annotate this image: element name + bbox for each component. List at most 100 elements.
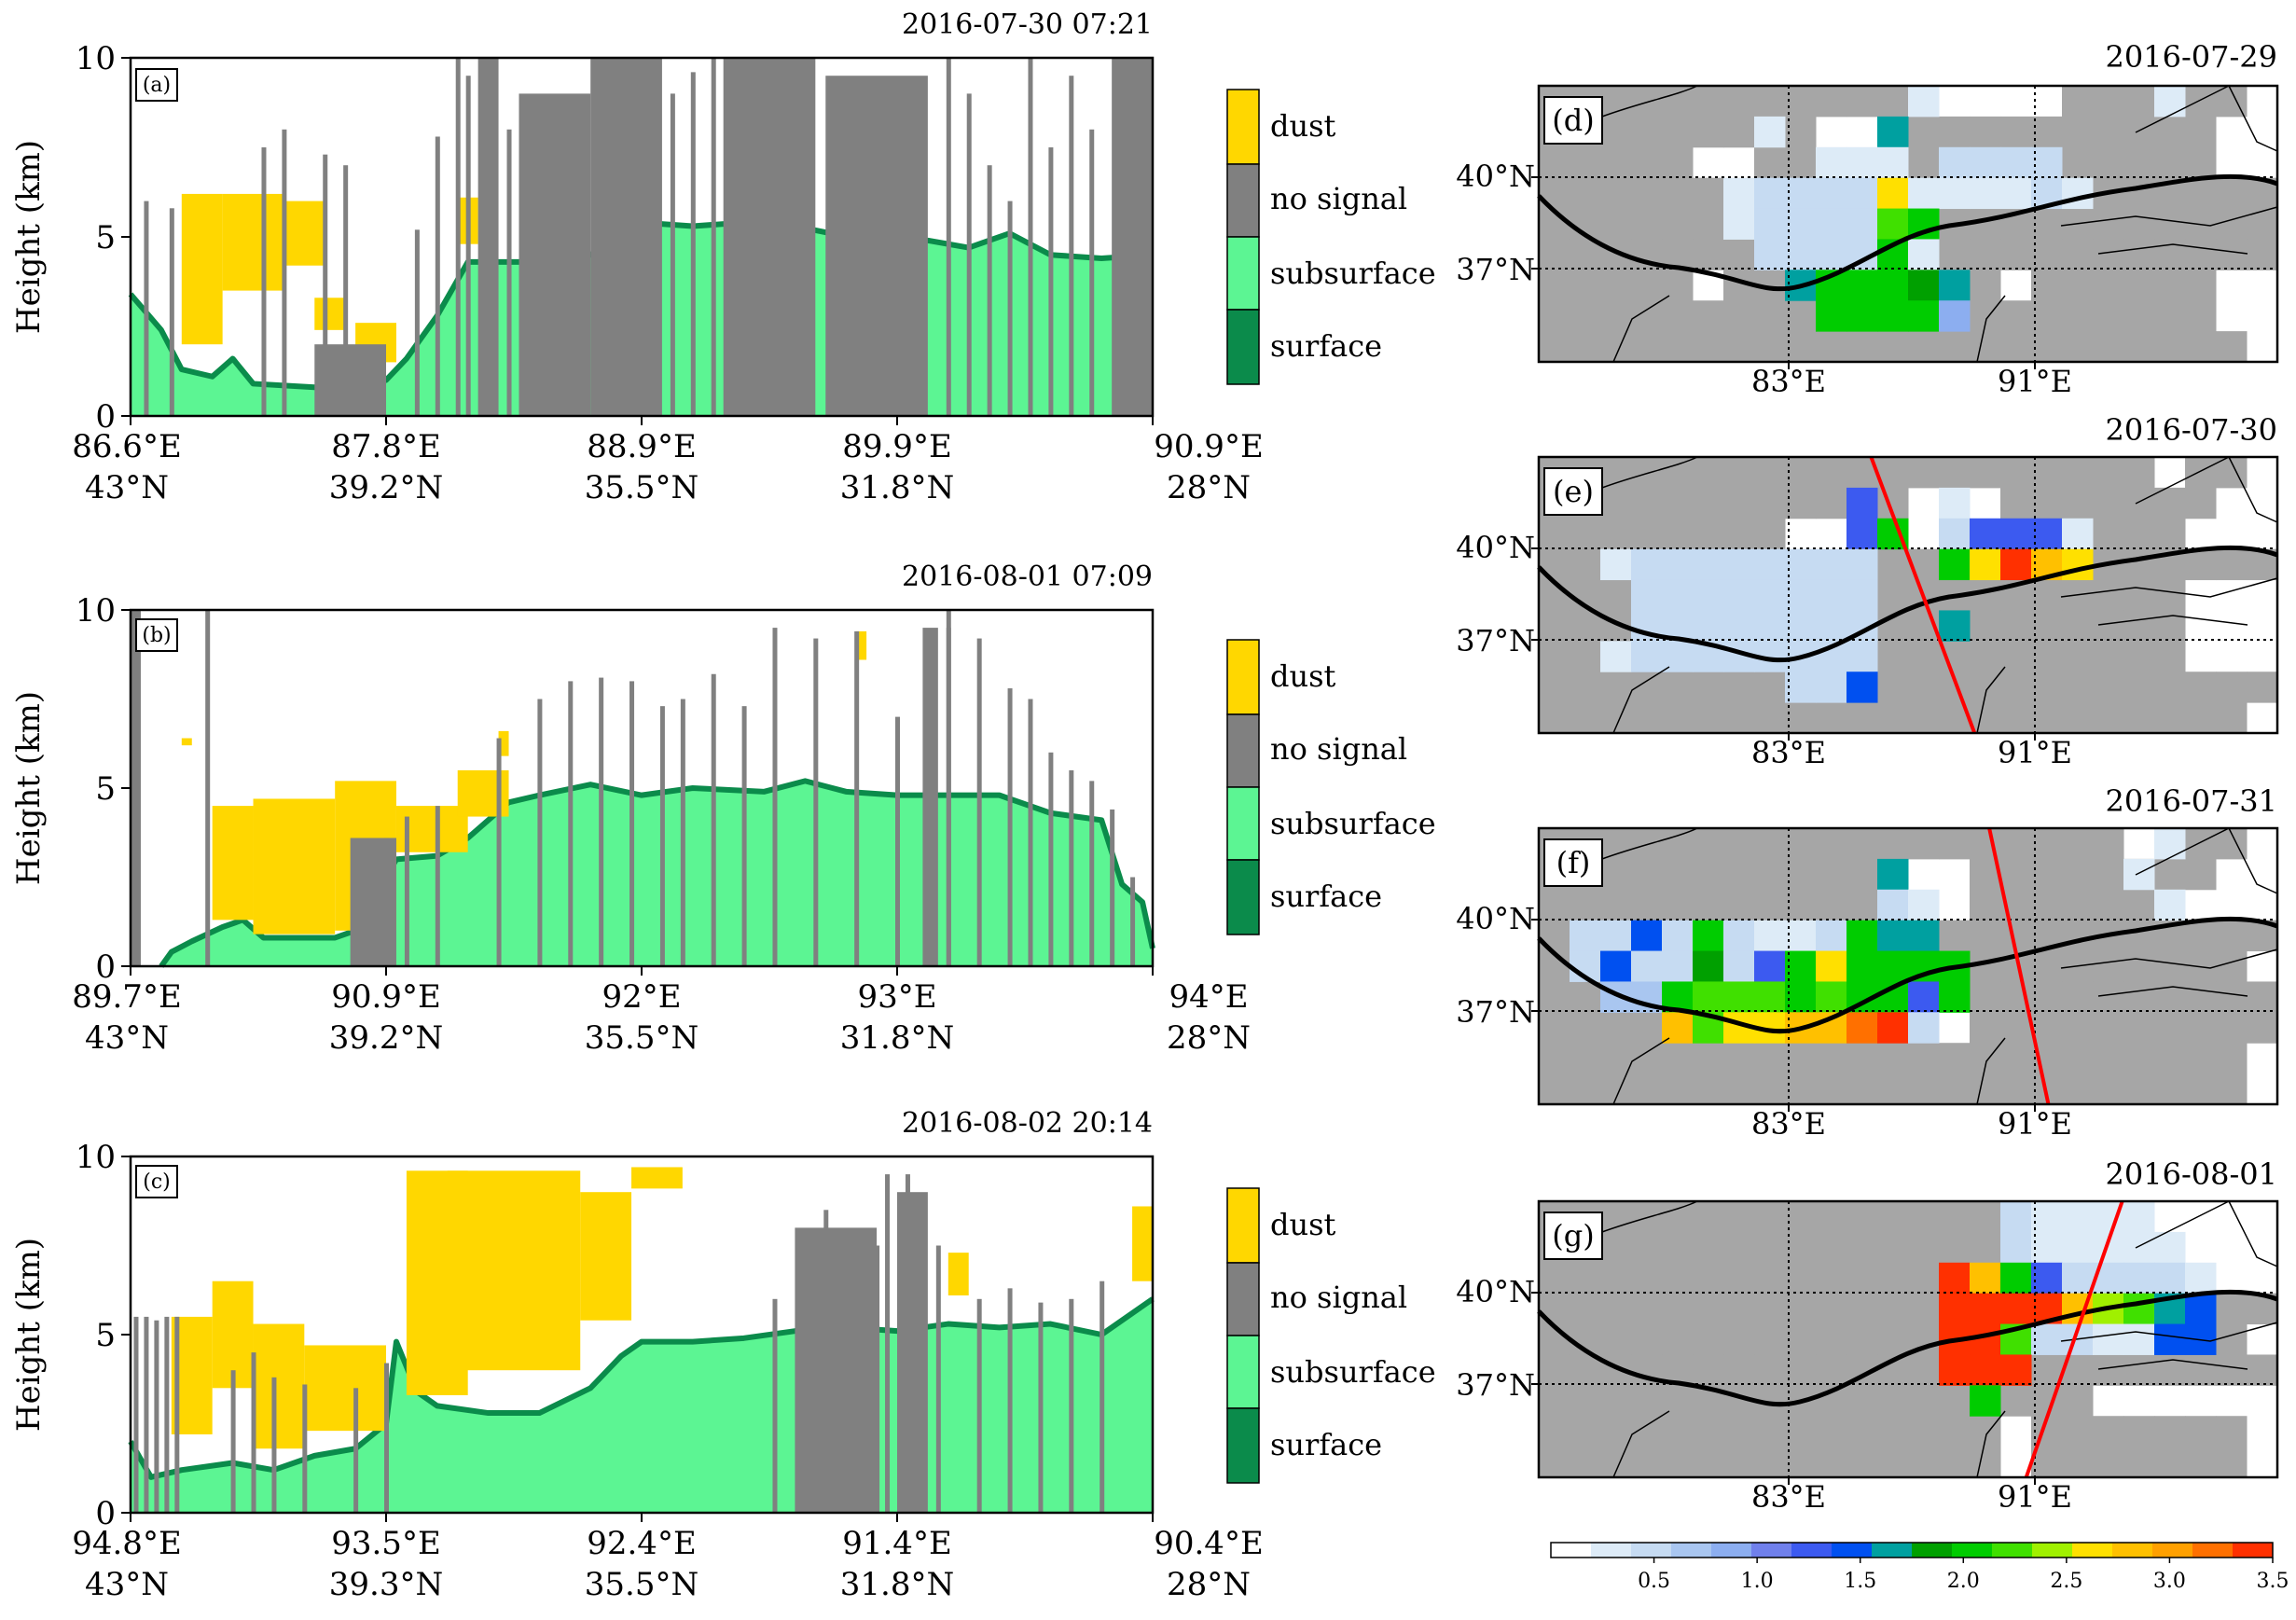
missing-cell [1754,828,1786,860]
y-tick-label: 10 [76,1139,116,1176]
missing-cell [1877,86,1909,118]
missing-cell [2185,300,2217,332]
y-tick-label: 0 [95,398,116,436]
missing-cell [1600,1231,1632,1264]
missing-cell [1785,1043,1817,1074]
missing-cell [1662,858,1694,891]
missing-cell [1785,1447,1817,1478]
missing-cell [1570,1354,1601,1386]
missing-cell [2185,1043,2217,1074]
colorbar-cell [2112,1543,2153,1558]
aod-cell [2031,146,2063,179]
aod-cell [1908,981,1940,1013]
missing-cell [2062,239,2094,270]
missing-cell [2093,86,2124,118]
missing-cell [2216,1416,2248,1447]
x-tick-lat: 43°N [85,1566,169,1603]
missing-cell [1846,1416,1878,1447]
missing-cell [1908,828,1940,860]
missing-cell [1908,1385,1940,1417]
map-e-label-box [1543,467,1603,516]
colorbar-tick-label: 1.0 [1741,1570,1774,1593]
nosignal-spike [404,816,409,966]
map-d-plot [1531,85,2278,369]
missing-cell [2185,116,2217,148]
missing-cell [2000,828,2032,860]
nosignal-spike [987,165,992,416]
missing-cell [2185,487,2217,519]
missing-cell [1723,300,1755,332]
aod-cell [1693,981,1724,1013]
aod-cell [1877,146,1909,179]
missing-cell [1600,889,1632,921]
missing-cell [2216,920,2248,952]
map-f-label: (f) [1556,845,1591,880]
missing-cell [1785,86,1817,118]
missing-cell [1539,1043,1570,1074]
missing-cell [2123,457,2155,489]
aod-cell [1662,950,1694,982]
missing-cell [1939,116,1971,148]
aod-cell [1877,208,1909,240]
missing-cell [1785,702,1817,734]
missing-cell [2123,548,2155,581]
map-e-label: (e) [1553,474,1594,509]
aod-cell [1631,950,1663,982]
aod-cell [1877,1012,1909,1044]
aod-cell [2031,1231,2063,1264]
aod-cell [1785,579,1817,611]
missing-cell [2093,1354,2124,1386]
nosignal-spike [251,1352,256,1513]
aod-cell [1785,672,1817,703]
panel-b-label-box [135,618,178,652]
missing-cell [1846,858,1878,891]
missing-cell [1939,457,1971,489]
missing-cell [2185,672,2217,703]
missing-cell [2154,610,2186,642]
missing-cell [1754,702,1786,734]
missing-cell [2031,208,2063,240]
aod-cell [1816,239,1847,270]
colorbar-tick-label: 0.5 [1638,1570,1670,1593]
dust-layer [253,1323,305,1449]
nosignal-spike [885,1174,891,1513]
missing-cell [1631,1385,1663,1417]
nosignal-spike [946,58,951,416]
aod-cell [2123,1231,2155,1264]
nosignal-spike [455,58,461,416]
missing-cell [2123,889,2155,921]
missing-cell [1600,579,1632,611]
missing-cell [1816,1293,1847,1325]
aod-cell [1846,672,1878,703]
nosignal-spike [1028,58,1033,416]
nosignal-spike [465,76,471,416]
aod-cell [1846,300,1878,332]
legend-label-surface: surface [1270,328,1382,364]
missing-cell [1631,1293,1663,1325]
missing-cell [1939,239,1971,270]
missing-cell [1693,889,1724,921]
nosignal-spike [1089,129,1095,417]
missing-cell [2062,270,2094,301]
aod-cell [2000,1262,2032,1295]
missing-cell [2216,548,2248,581]
missing-cell [1908,1043,1940,1074]
aod-cell [1939,548,1971,581]
missing-cell [2093,1073,2124,1105]
legend-swatch-dust [1226,639,1260,715]
missing-cell [1570,610,1601,642]
missing-cell [1662,1385,1694,1417]
aod-cell [1877,177,1909,210]
missing-cell [1693,1447,1724,1478]
missing-cell [2154,981,2186,1013]
missing-cell [1631,1447,1663,1478]
missing-cell [1539,1447,1570,1478]
nosignal-spike [205,610,211,966]
x-tick-lat: 39.2°N [329,469,443,506]
missing-cell [2216,981,2248,1013]
aod-cell [1939,177,1971,210]
dust-layer [631,1167,683,1189]
missing-cell [1816,1201,1847,1233]
nosignal-spike [144,1316,149,1513]
panel-b-ylabel: Height (km) [10,691,48,885]
